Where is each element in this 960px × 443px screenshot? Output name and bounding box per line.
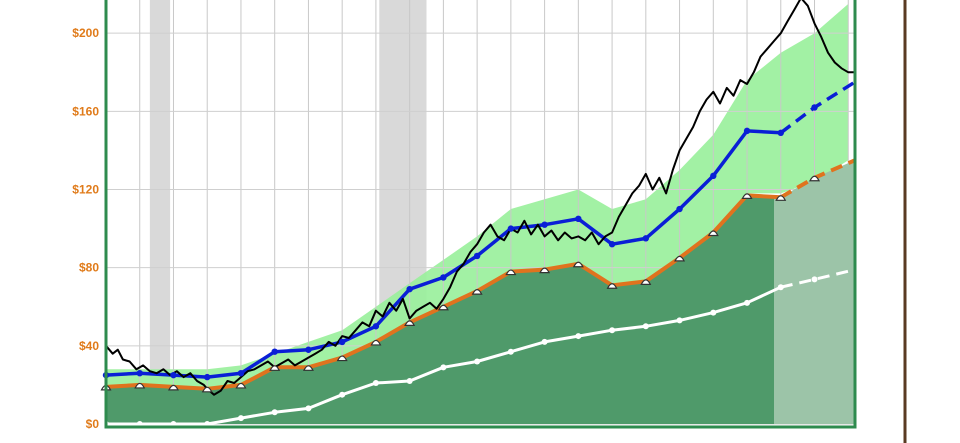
- y-tick-label-3: $120: [72, 183, 99, 197]
- band-area: [106, 3, 849, 389]
- white-point-7: [339, 391, 346, 398]
- recession-period-0: [149, 0, 171, 424]
- white-point-18: [710, 309, 717, 316]
- white-point-12: [507, 348, 514, 355]
- orange-point-10: [437, 304, 449, 311]
- orange-point-20: [775, 195, 787, 201]
- white-point-8: [372, 379, 379, 386]
- plot-frame: [104, 0, 857, 429]
- fill-forecast: [774, 160, 855, 424]
- blue-point-12: [507, 225, 515, 232]
- blue-point-2: [170, 371, 177, 379]
- orange-point-15: [606, 283, 618, 289]
- blue-point-18: [710, 172, 717, 180]
- orange-point-7: [336, 355, 348, 362]
- blue-point-6: [305, 346, 312, 353]
- white-point-21: [811, 276, 818, 283]
- orange-point-8: [370, 339, 382, 346]
- orange-point-11: [471, 289, 483, 295]
- white-point-14: [575, 333, 582, 340]
- white-point-20: [777, 284, 784, 291]
- orange-point-17: [674, 255, 686, 262]
- blue-point-7: [338, 338, 346, 346]
- y-tick-label-1: $40: [79, 339, 99, 353]
- blue-point-21: [811, 104, 818, 111]
- blue-point-19: [743, 127, 751, 135]
- white-point-16: [642, 323, 649, 330]
- white-point-17: [676, 317, 683, 324]
- blue-point-17: [676, 205, 683, 213]
- white-point-11: [474, 358, 481, 365]
- white-point-15: [609, 327, 616, 334]
- orange-point-16: [640, 279, 652, 285]
- orange-point-6: [302, 365, 314, 371]
- blue-point-10: [440, 274, 447, 281]
- blue-point-3: [204, 373, 211, 381]
- orange-point-9: [404, 320, 416, 326]
- white-point-5: [271, 409, 278, 416]
- orange-point-5: [269, 365, 281, 371]
- white-point-6: [305, 405, 312, 412]
- orange-point-19: [741, 193, 753, 199]
- blue-point-4: [237, 369, 245, 377]
- orange-point-2: [168, 384, 179, 391]
- orange-point-13: [539, 267, 551, 274]
- price-line: [105, 0, 855, 396]
- blue-point-15: [608, 241, 616, 248]
- blue-point-11: [473, 252, 481, 260]
- plot-area: [100, 0, 856, 427]
- orange-point-1: [134, 382, 146, 389]
- blue-point-14: [575, 215, 582, 223]
- y-tick-label-5: $200: [72, 26, 99, 40]
- y-tick-label-2: $80: [79, 261, 99, 275]
- blue-point-8: [372, 323, 380, 330]
- blue-point-1: [136, 369, 143, 377]
- fair-value-band: [106, 3, 849, 389]
- orange-point-18: [707, 230, 719, 237]
- white-point-19: [744, 299, 751, 306]
- white-point-4: [237, 415, 244, 422]
- white-point-13: [541, 338, 548, 345]
- blue-point-16: [642, 235, 650, 242]
- white-point-9: [406, 378, 413, 385]
- orange-point-3: [201, 386, 213, 393]
- orange-point-12: [505, 269, 517, 276]
- orange-point-21: [809, 175, 820, 182]
- blue-point-5: [271, 348, 278, 355]
- series-markers: [100, 104, 820, 427]
- y-tick-label-0: $0: [86, 417, 100, 431]
- orange-point-14: [572, 261, 584, 268]
- blue-point-9: [406, 285, 413, 293]
- white-line-forecast: [780, 268, 856, 289]
- white-point-10: [440, 364, 447, 371]
- blue-point-13: [541, 221, 548, 228]
- orange-point-4: [235, 382, 247, 389]
- y-tick-label-4: $160: [72, 104, 99, 118]
- blue-point-20: [777, 129, 784, 137]
- y-axis-ticks: $0 $40 $80 $120 $160 $200: [72, 26, 99, 431]
